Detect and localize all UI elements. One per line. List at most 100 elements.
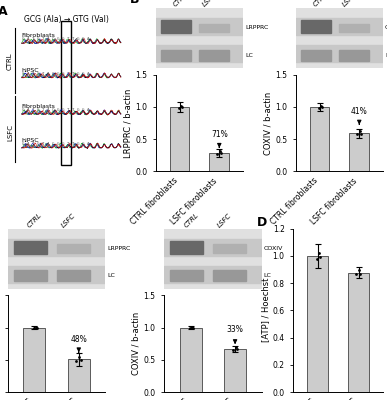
Point xyxy=(78,356,84,363)
Point xyxy=(178,104,185,110)
Text: CTRL: CTRL xyxy=(172,0,188,8)
Text: LSFC: LSFC xyxy=(202,0,218,8)
Bar xyxy=(339,50,369,60)
Bar xyxy=(301,20,330,33)
Point xyxy=(73,358,79,364)
Point xyxy=(189,324,195,331)
Bar xyxy=(296,46,383,62)
Text: LSFC: LSFC xyxy=(342,0,358,8)
Bar xyxy=(224,349,246,392)
Bar xyxy=(57,244,90,253)
Bar xyxy=(156,18,243,35)
Text: B: B xyxy=(129,0,139,6)
Point xyxy=(233,344,239,350)
Bar xyxy=(301,50,330,60)
Point xyxy=(314,256,320,262)
Point xyxy=(357,271,363,277)
Bar xyxy=(8,239,105,256)
Point xyxy=(357,128,363,135)
Point xyxy=(218,150,224,156)
Point xyxy=(178,103,184,109)
Point xyxy=(358,131,364,137)
Point xyxy=(176,105,182,112)
Text: 48%: 48% xyxy=(70,335,87,344)
Point xyxy=(354,131,360,138)
Text: LC: LC xyxy=(385,53,387,58)
Y-axis label: COXIV / b-actin: COXIV / b-actin xyxy=(264,92,272,155)
Text: COXIV: COXIV xyxy=(385,26,387,30)
Point xyxy=(187,325,193,331)
Bar xyxy=(170,270,203,281)
Point xyxy=(356,267,362,273)
Text: CTRL: CTRL xyxy=(7,52,13,70)
Bar xyxy=(170,107,190,172)
Text: LSFC: LSFC xyxy=(7,124,13,141)
Point xyxy=(319,104,325,110)
Point xyxy=(214,150,220,157)
Bar xyxy=(61,21,71,165)
Point xyxy=(229,346,236,353)
Point xyxy=(31,325,37,331)
Text: D: D xyxy=(257,216,267,228)
Text: G A T G T A C G G T T G G A: G A T G T A C G G T T G G A xyxy=(22,142,89,146)
Bar xyxy=(296,18,383,35)
Text: hiPSC: hiPSC xyxy=(22,138,39,143)
Bar xyxy=(310,107,329,172)
Bar xyxy=(209,153,229,172)
Bar xyxy=(161,50,191,60)
Bar xyxy=(180,328,202,392)
Bar xyxy=(349,133,369,172)
Bar xyxy=(161,20,191,33)
Text: LSFC: LSFC xyxy=(60,212,77,228)
Text: A: A xyxy=(0,5,8,18)
Bar xyxy=(213,270,246,281)
Point xyxy=(317,254,323,260)
Y-axis label: COXIV / b-actin: COXIV / b-actin xyxy=(132,312,141,375)
Bar xyxy=(8,266,105,283)
Text: LRPPRC: LRPPRC xyxy=(245,26,268,30)
Point xyxy=(76,353,82,360)
Bar xyxy=(14,270,47,281)
Bar xyxy=(57,270,90,281)
Point xyxy=(317,103,324,110)
Bar xyxy=(307,256,328,392)
Text: GCG (Ala) → GTG (Val): GCG (Ala) → GTG (Val) xyxy=(24,14,108,24)
Bar xyxy=(23,328,46,392)
Bar xyxy=(68,359,90,392)
Text: CTRL: CTRL xyxy=(183,212,200,228)
Text: LC: LC xyxy=(107,273,115,278)
Text: G A T G T A C G G T T G G A: G A T G T A C G G T T G G A xyxy=(22,108,89,112)
Point xyxy=(353,271,360,277)
Text: CTRL: CTRL xyxy=(312,0,329,8)
Text: 33%: 33% xyxy=(227,325,243,334)
Bar xyxy=(164,266,262,283)
Point xyxy=(234,346,240,353)
Y-axis label: [ATP] / Hoechst: [ATP] / Hoechst xyxy=(261,278,270,342)
Bar xyxy=(164,239,262,256)
Text: Fibroblasts: Fibroblasts xyxy=(22,104,56,110)
Bar xyxy=(348,273,369,392)
Point xyxy=(316,250,322,256)
Text: 41%: 41% xyxy=(351,107,368,116)
Bar xyxy=(156,46,243,62)
Point xyxy=(190,325,196,331)
Bar xyxy=(170,241,203,254)
Text: LC: LC xyxy=(245,53,253,58)
Bar xyxy=(339,24,369,32)
Point xyxy=(316,105,322,111)
Bar xyxy=(199,24,229,32)
Bar xyxy=(14,241,47,254)
Point xyxy=(34,325,40,331)
Point xyxy=(217,148,223,154)
Bar xyxy=(213,244,246,253)
Text: hiPSC: hiPSC xyxy=(22,68,39,73)
Text: LRPPRC: LRPPRC xyxy=(107,246,131,251)
Text: Fibroblasts: Fibroblasts xyxy=(22,33,56,38)
Bar xyxy=(199,50,229,60)
Point xyxy=(33,324,39,331)
Text: G A T G T A C G G T T G G A: G A T G T A C G G T T G G A xyxy=(22,72,89,76)
Y-axis label: LRPPRC / b-actin: LRPPRC / b-actin xyxy=(123,88,132,158)
Text: 71%: 71% xyxy=(211,130,228,139)
Text: G A T G T A C G G T T G G A: G A T G T A C G G T T G G A xyxy=(22,38,89,42)
Text: LSFC: LSFC xyxy=(216,212,233,228)
